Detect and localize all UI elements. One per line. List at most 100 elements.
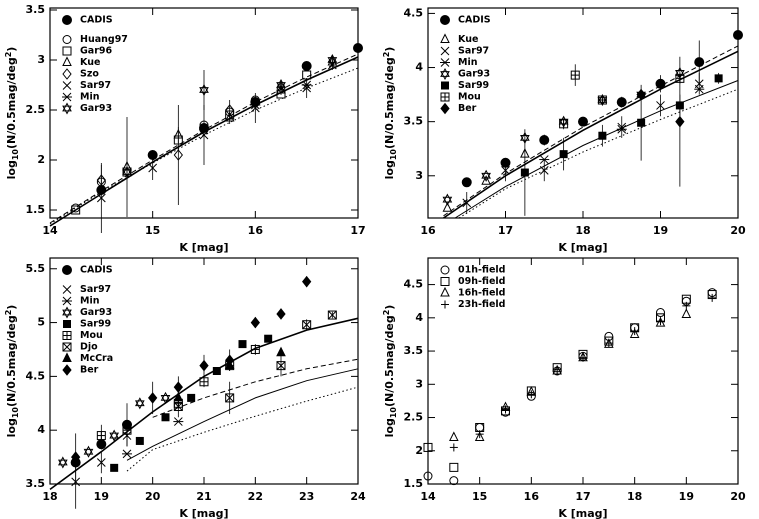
x-axis-label: K [mag] [558,507,607,519]
x-tick-label: 16 [248,224,264,237]
y-tick-label: 3.5 [404,344,424,357]
marker [559,119,569,129]
legend-marker [440,58,450,67]
marker [173,149,183,161]
x-tick-label: 17 [575,490,590,503]
legend-label: 01h-field [458,265,505,276]
y-axis-label-part: (N/0.5mag/deg [5,57,18,149]
legend-marker [62,352,72,362]
marker [250,316,260,329]
legend-label: Sar97 [80,80,111,91]
x-tick-label: 17 [350,224,365,237]
marker [527,390,536,399]
legend-marker [440,265,450,275]
legend-marker [62,265,72,275]
legend-marker [62,15,72,25]
y-tick-label: 4.5 [404,6,424,19]
marker [71,477,81,487]
x-tick-label: 17 [498,224,513,237]
model-curve [454,80,739,219]
legend-marker [440,277,450,286]
legend-label: Sar99 [80,319,111,330]
series [173,310,337,418]
y-axis-label: log10(N/0.5mag/deg2) [382,47,398,180]
marker [264,334,273,343]
legend-label: Gar93 [80,103,112,114]
marker [238,340,247,349]
legend-marker [62,342,72,352]
legend-label: 23h-field [458,299,505,310]
legend-marker [63,320,71,328]
x-tick-label: 16 [420,224,436,237]
marker [199,359,209,372]
marker [616,124,627,134]
x-tick-label: 19 [94,490,109,503]
y-tick-label: 3 [415,169,423,182]
series [539,84,705,164]
marker [675,115,685,128]
series [559,64,685,130]
y-tick-label: 1.5 [404,477,424,490]
marker [655,78,666,89]
marker [501,405,510,414]
series [449,293,717,452]
marker [173,381,183,393]
marker [302,70,312,80]
model-curve [443,45,739,217]
marker [250,344,260,354]
y-axis-label: log10(N/0.5mag/deg2) [4,305,20,438]
x-axis-label: K [mag] [179,507,228,519]
x-tick-label: 20 [145,490,161,503]
marker [302,275,312,288]
marker [301,61,312,71]
marker [462,198,472,208]
marker [501,166,510,175]
legend-marker [441,81,449,90]
marker [327,53,338,67]
legend-label: Ber [80,365,99,376]
legend-marker [440,102,450,115]
marker [578,116,588,127]
marker [161,413,170,422]
legend-marker [62,68,72,80]
series [461,29,743,188]
y-axis-label-part: 10 [11,149,20,161]
y-axis-label-part: 10 [11,407,20,419]
marker [96,193,106,203]
legend-label: Sar97 [80,284,111,295]
marker [481,175,491,185]
marker [301,80,312,90]
marker [276,78,286,92]
y-tick-label: 3.5 [404,115,424,128]
legend-label: CADIS [458,15,491,26]
marker [656,308,665,318]
marker [276,308,286,320]
series [110,334,273,472]
y-tick-label: 3 [37,53,45,66]
y-tick-label: 2 [415,444,423,457]
legend-marker [62,102,72,115]
marker [148,163,158,173]
marker [559,150,568,159]
legend-label: Kue [80,57,100,68]
legend-label: Ber [458,103,477,114]
legend-label: Gar93 [80,307,112,318]
y-axis-label-part: log [383,160,396,179]
y-axis-label-part: 2 [4,52,13,58]
series [122,417,184,459]
marker [225,393,235,403]
series [462,72,704,214]
legend-label: Min [80,92,100,103]
marker [655,317,666,327]
series [122,53,338,179]
legend-label: Kue [458,34,478,45]
marker [637,118,646,127]
legend-label: Sar99 [458,80,489,91]
marker [733,30,743,41]
x-tick-label: 23 [299,490,314,503]
legend-marker [62,92,72,102]
legend-label: Huang97 [80,34,128,45]
marker [616,97,627,108]
legend-label: CADIS [80,265,113,276]
